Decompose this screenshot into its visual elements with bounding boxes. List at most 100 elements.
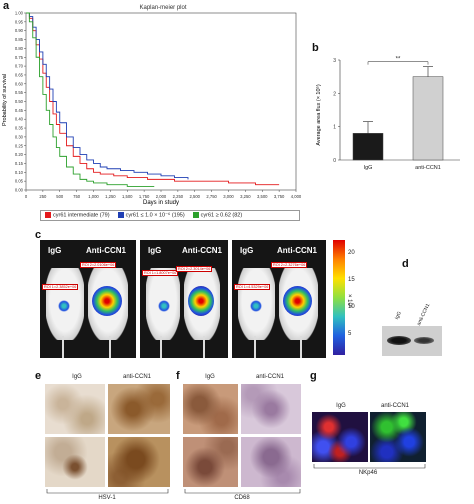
panel-letter-b: b (312, 42, 319, 54)
luminescence-signal-small (250, 300, 262, 312)
luminescence-signal (92, 286, 122, 316)
km-legend-label: cyr61 ≤ 1.0 × 10⁻⁶ (195) (125, 212, 185, 219)
imaging-left-label: IgG (148, 246, 162, 255)
blot-lane-1-label: IgG (394, 310, 403, 321)
km-y-tick-label: 0.10 (15, 170, 24, 175)
bar-chart-body: 0 1 2 3 IgG anti-CCN1 ** (333, 57, 460, 171)
roi-1-label: ROI 1=4.5329e+06 (234, 284, 271, 290)
panel-letter-d: d (402, 258, 409, 270)
if-g-igg-image (312, 412, 368, 462)
mouse-tail-right (109, 336, 112, 358)
km-y-tick-label: 0.90 (15, 28, 24, 33)
panel-letter-f: f (176, 370, 180, 382)
km-legend-item-red: cyr61 intermediate (79) (45, 212, 110, 219)
bar-y-tick-label: 0 (333, 158, 336, 164)
imaging-right-label: Anti-CCN1 (86, 246, 126, 255)
km-y-tick-label: 0.05 (15, 179, 24, 184)
km-y-tick-label: 0.50 (15, 99, 24, 104)
ihc-e-igg-top (45, 384, 105, 434)
km-x-tick-label: 2,250 (173, 194, 184, 199)
km-y-tick-label: 0.45 (15, 108, 24, 113)
imaging-left-label: IgG (48, 246, 62, 255)
km-x-tick-label: 0 (25, 194, 28, 199)
ihc-f-marker: CD68 (234, 495, 250, 501)
km-y-tick-label: 0.55 (15, 90, 24, 95)
km-legend-label: cyr61 ≥ 0.62 (82) (200, 212, 243, 219)
km-plot: Kaplan-meier plot 0.000.050.100.150.200.… (2, 5, 302, 206)
if-g-right-label: anti-CCN1 (380, 403, 409, 409)
western-blot-image (382, 326, 442, 356)
mouse-tail-right (299, 336, 302, 358)
scale-tick-label: 20 (348, 250, 355, 256)
imaging-panel-1: IgG Anti-CCN1 ROI 1=2.3852e+06 ROI 2=2.0… (40, 240, 136, 358)
km-x-tick-label: 2,000 (156, 194, 167, 199)
bar-2 (412, 76, 444, 161)
red-swatch-icon (45, 212, 51, 219)
roi-2-label: ROI 2=2.3276e+06 (271, 262, 308, 268)
km-y-tick-label: 0.70 (15, 64, 24, 69)
green-swatch-icon (192, 212, 199, 219)
km-y-tick-label: 0.65 (15, 72, 24, 77)
km-y-tick-label: 0.30 (15, 134, 24, 139)
km-x-tick-label: 250 (39, 194, 47, 199)
km-y-tick-label: 0.35 (15, 126, 24, 131)
km-y-tick-label: 0.95 (15, 19, 24, 24)
ihc-f-bracket (184, 489, 301, 494)
luminescence-scale-bar (333, 240, 345, 355)
km-x-tick-label: 3,750 (274, 194, 285, 199)
panel-letter-g: g (310, 370, 317, 382)
km-y-tick-label: 0.40 (15, 117, 24, 122)
imaging-panel-2: IgG Anti-CCN1 ROI 1=1.8007e+06 ROI 2=2.3… (140, 240, 228, 358)
ihc-f-anti-top (241, 384, 301, 434)
ihc-f-igg-top (183, 384, 238, 434)
blot-band-igg (387, 336, 411, 345)
ihc-e-bracket (46, 489, 169, 494)
km-x-tick-label: 4,000 (291, 194, 302, 199)
km-y-tick-label: 0.60 (15, 81, 24, 86)
km-plot-frame (25, 12, 297, 191)
significance-stars: ** (396, 57, 401, 63)
roi-1-label: ROI 1=2.3852e+06 (42, 284, 79, 290)
km-legend-label: cyr61 intermediate (79) (53, 212, 110, 219)
roi-2-label: ROI 2=2.0106e+06 (80, 262, 117, 268)
km-x-tick-label: 1,250 (105, 194, 116, 199)
panel-letter-e: e (35, 370, 42, 382)
bar-y-tick-label: 3 (333, 58, 336, 64)
km-y-tick-label: 0.80 (15, 46, 24, 51)
bar-category-label: anti-CCN1 (415, 165, 441, 171)
km-y-tick-label: 0.20 (15, 152, 24, 157)
roi-2-label: ROI 2=2.3014e+06 (176, 266, 213, 272)
if-g-left-label: IgG (336, 403, 346, 409)
km-title: Kaplan-meier plot (139, 5, 186, 11)
bar-1 (352, 133, 384, 161)
km-x-tick-label: 2,500 (190, 194, 201, 199)
ihc-f-right-label: anti-CCN1 (255, 374, 284, 380)
imaging-right-label: Anti-CCN1 (277, 246, 317, 255)
km-legend: cyr61 intermediate (79) cyr61 ≤ 1.0 × 10… (40, 210, 300, 221)
imaging-right-label: Anti-CCN1 (182, 246, 222, 255)
ihc-e-anti-bottom (108, 437, 170, 487)
km-x-tick-label: 1,500 (122, 194, 133, 199)
km-x-tick-label: 3,500 (257, 194, 268, 199)
km-legend-item-green: cyr61 ≥ 0.62 (82) (192, 212, 243, 219)
scale-tick-label: 5 (348, 331, 352, 337)
ihc-f-anti-bottom (241, 437, 301, 487)
km-x-tick-label: 1,000 (88, 194, 99, 199)
scale-tick-label: 10 (348, 304, 355, 310)
luminescence-signal (188, 286, 214, 316)
imaging-left-label: IgG (240, 246, 254, 255)
km-x-tick-label: 500 (56, 194, 64, 199)
ihc-e-marker: HSV-1 (98, 495, 116, 501)
bar-chart: 0 1 2 3 IgG anti-CCN1 ** Average area flux (× … (315, 57, 460, 171)
km-y-tick-label: 1.00 (15, 11, 24, 16)
luminescence-signal (283, 286, 312, 316)
km-x-tick-label: 2,750 (206, 194, 217, 199)
if-g-anti-image (370, 412, 426, 462)
km-y-tick-label: 0.85 (15, 37, 24, 42)
km-xlabel: Days in study (143, 200, 179, 206)
ihc-f-left-label: IgG (205, 374, 215, 380)
km-x-ticks: 0 250 500 750 1,000 1,250 1,500 1,750 2,000 2,250… (25, 190, 302, 199)
ihc-e-igg-bottom (45, 437, 105, 487)
mouse-tail-left (253, 336, 256, 358)
ihc-f-igg-bottom (183, 437, 238, 487)
